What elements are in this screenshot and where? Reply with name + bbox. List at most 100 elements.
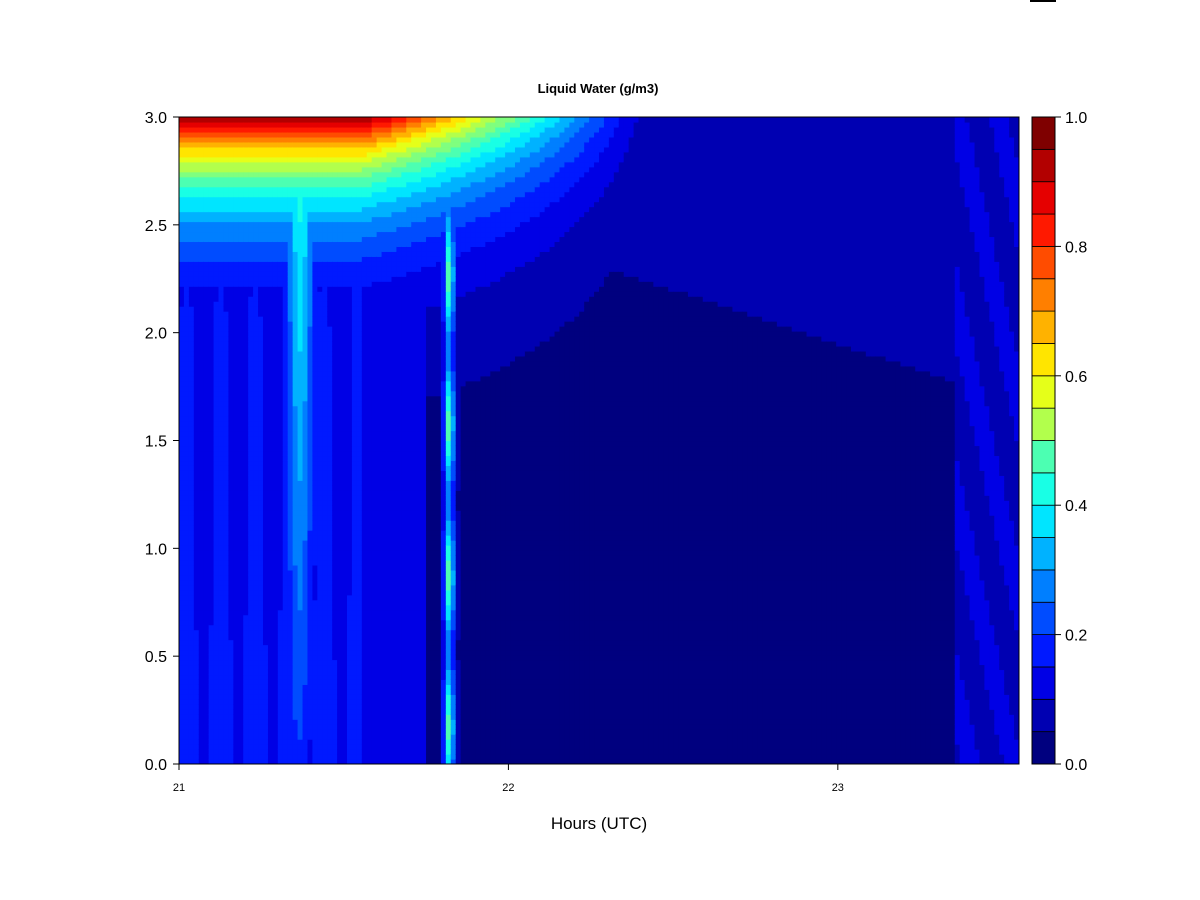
contour-cell: [327, 659, 333, 666]
contour-cell: [193, 261, 200, 267]
contour-cell: [258, 146, 264, 153]
contour-cell: [263, 166, 269, 173]
contour-cell: [258, 475, 264, 481]
contour-cell: [223, 141, 230, 148]
contour-cell: [243, 435, 249, 442]
contour-cell: [322, 395, 328, 402]
contour-cell: [332, 181, 338, 188]
contour-cell: [347, 385, 353, 392]
contour-cell: [203, 480, 210, 486]
contour-cell: [337, 266, 343, 272]
contour-cell: [248, 171, 254, 178]
contour-cell: [347, 540, 353, 546]
contour-cell: [198, 321, 205, 327]
contour-cell: [248, 639, 254, 646]
contour-cell: [263, 171, 269, 178]
contour-cell: [223, 475, 230, 481]
contour-cell: [238, 331, 244, 337]
contour-cell: [223, 669, 230, 676]
contour-cell: [198, 624, 205, 631]
contour-cell: [337, 191, 343, 198]
contour-cell: [317, 117, 323, 123]
contour-cell: [342, 420, 348, 427]
contour-cell: [203, 515, 210, 521]
contour-cell: [322, 350, 328, 357]
contour-cell: [228, 520, 234, 526]
contour-cell: [253, 669, 259, 676]
contour-cell: [243, 614, 249, 621]
contour-cell: [332, 455, 338, 462]
contour-cell: [312, 166, 318, 173]
contour-cell: [183, 515, 190, 521]
contour-cell: [282, 121, 289, 128]
contour-cell: [253, 201, 259, 208]
contour-cell: [292, 296, 299, 302]
contour-cell: [282, 370, 289, 377]
contour-cell: [193, 301, 200, 307]
contour-cell: [213, 226, 220, 233]
contour-cell: [263, 430, 269, 437]
contour-cell: [248, 321, 254, 327]
contour-cell: [356, 684, 363, 690]
contour-cell: [263, 146, 269, 153]
contour-cell: [203, 604, 210, 611]
contour-cell: [356, 385, 363, 392]
contour-cell: [228, 161, 234, 168]
contour-cell: [297, 181, 304, 188]
contour-cell: [238, 400, 244, 407]
contour-cell: [183, 271, 190, 277]
contour-cell: [198, 231, 205, 238]
contour-cell: [223, 186, 230, 193]
contour-cell: [243, 554, 249, 561]
contour-cell: [322, 674, 328, 680]
contour-cell: [277, 271, 284, 277]
contour-cell: [238, 460, 244, 466]
contour-cell: [263, 410, 269, 417]
contour-cell: [198, 515, 205, 521]
contour-cell: [302, 435, 309, 442]
contour-cell: [193, 684, 200, 690]
contour-cell: [243, 166, 249, 173]
contour-cell: [272, 375, 279, 382]
contour-cell: [193, 699, 200, 705]
contour-cell: [307, 355, 314, 362]
contour-cell: [342, 619, 348, 626]
contour-cell: [263, 475, 269, 481]
contour-cell: [267, 316, 274, 322]
contour-cell: [277, 554, 284, 561]
contour-cell: [351, 639, 358, 646]
contour-cell: [233, 589, 239, 596]
contour-cell: [292, 744, 299, 750]
contour-cell: [233, 171, 239, 178]
contour-cell: [267, 296, 274, 302]
contour-cell: [287, 151, 294, 158]
contour-cell: [258, 445, 264, 452]
contour-cell: [361, 375, 368, 382]
contour-cell: [351, 296, 358, 302]
contour-cell: [327, 291, 333, 297]
contour-cell: [218, 480, 225, 486]
contour-cell: [267, 719, 274, 725]
contour-cell: [297, 704, 304, 710]
contour-cell: [327, 719, 333, 725]
contour-cell: [302, 301, 309, 307]
contour-cell: [228, 241, 234, 247]
contour-cell: [361, 684, 368, 690]
contour-cell: [179, 674, 185, 680]
contour-cell: [267, 554, 274, 561]
contour-cell: [218, 490, 225, 496]
contour-cell: [277, 335, 284, 342]
contour-cell: [243, 256, 249, 262]
contour-cell: [322, 365, 328, 372]
contour-cell: [361, 664, 368, 671]
contour-cell: [297, 584, 304, 591]
contour-cell: [302, 251, 309, 257]
contour-cell: [317, 161, 323, 168]
contour-cell: [292, 350, 299, 357]
contour-cell: [327, 430, 333, 437]
contour-cell: [188, 609, 195, 616]
contour-cell: [272, 540, 279, 546]
contour-cell: [292, 634, 299, 641]
contour-cell: [272, 470, 279, 476]
contour-cell: [307, 415, 314, 422]
